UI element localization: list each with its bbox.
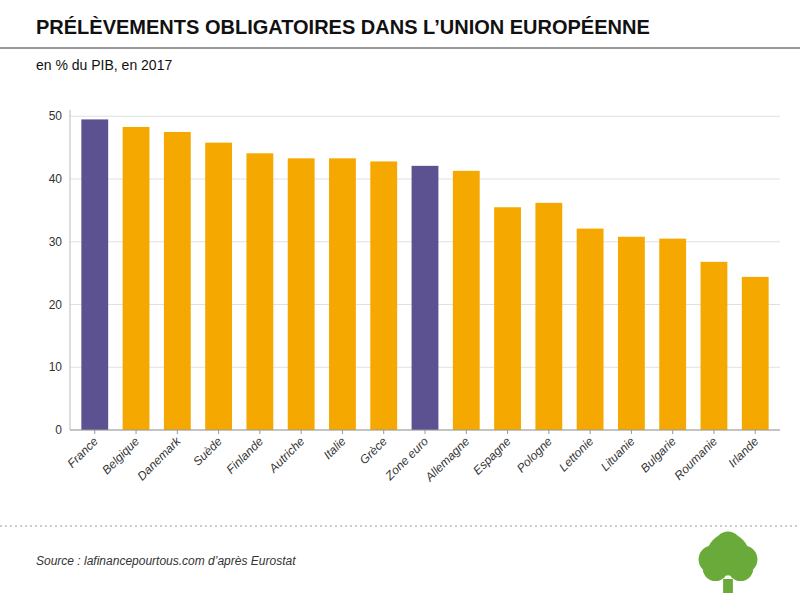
x-tick <box>548 430 549 434</box>
bar <box>205 143 232 430</box>
x-tick-label: Autriche <box>266 434 308 476</box>
x-tick-label: Grèce <box>357 434 390 467</box>
y-tick-label: 30 <box>49 235 63 249</box>
bar <box>123 127 150 430</box>
y-tick-label: 0 <box>55 423 62 437</box>
tree-part <box>707 534 749 576</box>
x-tick-label: Bulgarie <box>638 434 679 475</box>
x-tick <box>425 430 426 434</box>
x-tick-label: Roumanie <box>671 434 720 483</box>
x-tick <box>672 430 673 434</box>
bar <box>329 158 356 430</box>
x-tick <box>466 430 467 434</box>
tree-part <box>723 579 733 593</box>
title: PRÉLÈVEMENTS OBLIGATOIRES DANS L’UNION E… <box>36 16 650 38</box>
bar <box>246 153 273 430</box>
x-tick-label: Irlande <box>726 434 762 470</box>
x-tick <box>301 430 302 434</box>
x-tick-label: Danemark <box>134 434 184 484</box>
chart: PRÉLÈVEMENTS OBLIGATOIRES DANS L’UNION E… <box>0 0 800 612</box>
x-tick-label: Espagne <box>470 434 514 478</box>
bar <box>288 158 315 430</box>
x-axis: FranceBelgiqueDanemarkSuèdeFinlandeAutri… <box>65 430 762 485</box>
x-tick <box>218 430 219 434</box>
x-tick <box>177 430 178 434</box>
x-tick <box>713 430 714 434</box>
y-tick-label: 20 <box>49 298 63 312</box>
x-tick-label: Suède <box>190 434 225 469</box>
bar <box>494 207 521 430</box>
x-tick <box>507 430 508 434</box>
footer-rule <box>0 526 800 527</box>
y-tick-label: 50 <box>49 109 63 123</box>
bar <box>577 229 604 430</box>
x-tick <box>342 430 343 434</box>
x-tick <box>94 430 95 434</box>
grid-line <box>70 116 780 117</box>
bar <box>701 262 728 430</box>
bar <box>81 119 108 430</box>
source: Source : lafinancepourtous.com d’après E… <box>36 554 296 568</box>
x-tick-label: Allemagne <box>422 434 473 485</box>
bars <box>81 119 768 430</box>
y-tick-label: 40 <box>49 172 63 186</box>
x-tick <box>755 430 756 434</box>
x-tick-label: Pologne <box>514 434 555 475</box>
bar <box>453 171 480 430</box>
y-tick-label: 10 <box>49 360 63 374</box>
bar <box>618 237 645 430</box>
x-tick <box>136 430 137 434</box>
x-tick-label: Italie <box>321 434 349 462</box>
y-axis: 0 10 20 30 40 50 <box>49 109 780 437</box>
subtitle: en % du PIB, en 2017 <box>36 57 172 73</box>
x-tick <box>590 430 591 434</box>
x-tick <box>631 430 632 434</box>
x-tick-label: Lettonie <box>556 434 596 474</box>
x-tick <box>383 430 384 434</box>
x-tick-label: Finlande <box>224 434 267 477</box>
title-rule <box>0 48 800 49</box>
bar <box>412 166 439 430</box>
x-tick-label: Lituanie <box>598 434 638 474</box>
x-tick <box>259 430 260 434</box>
tree-icon <box>699 531 758 593</box>
x-tick-label: France <box>65 434 102 471</box>
bar <box>535 203 562 430</box>
bar <box>742 277 769 430</box>
bar <box>164 132 191 430</box>
y-axis-line <box>70 110 71 430</box>
chart-container: PRÉLÈVEMENTS OBLIGATOIRES DANS L’UNION E… <box>0 0 800 612</box>
bar <box>659 239 686 430</box>
bar <box>370 161 397 430</box>
